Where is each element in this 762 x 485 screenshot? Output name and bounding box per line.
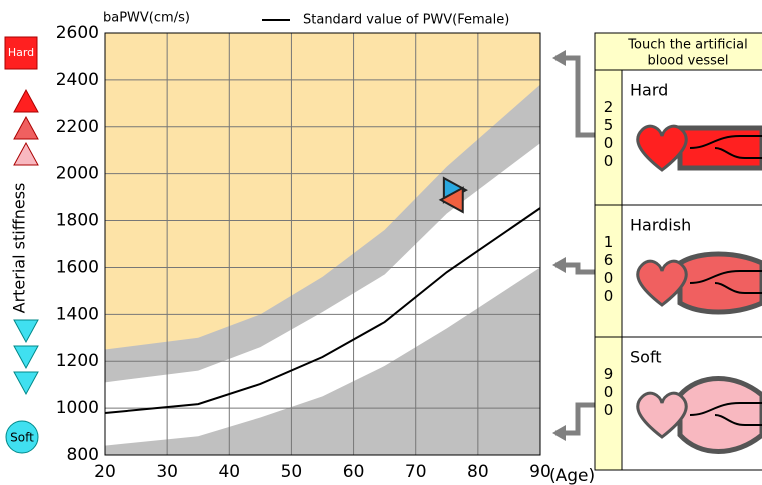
x-tick-label: 60 bbox=[343, 462, 365, 482]
card-label: Soft bbox=[630, 348, 662, 367]
y-tick-label: 800 bbox=[67, 445, 99, 465]
card-value: 1600 bbox=[600, 233, 618, 305]
card-value-column bbox=[594, 204, 623, 338]
line bbox=[104, 207, 541, 415]
vessel bbox=[677, 376, 762, 454]
soft-label: Soft bbox=[10, 431, 34, 445]
arrow-head bbox=[552, 50, 566, 66]
flow bbox=[689, 270, 762, 294]
card-label: Hardish bbox=[630, 216, 691, 235]
card-value-column bbox=[594, 336, 623, 471]
x-tick-label: 30 bbox=[156, 462, 178, 482]
x-tick-label: 90 bbox=[529, 462, 551, 482]
panel-title: blood vessel bbox=[647, 54, 728, 69]
card-label: Hard bbox=[630, 81, 668, 100]
y-tick-label: 1800 bbox=[56, 211, 99, 231]
icon bbox=[13, 371, 39, 396]
hard-badge bbox=[4, 36, 38, 70]
arrow-head bbox=[552, 257, 566, 273]
marker bbox=[438, 186, 464, 214]
card-value: 2500 bbox=[600, 98, 618, 170]
x-unit: (Age) bbox=[549, 466, 595, 485]
x-tick-label: 80 bbox=[467, 462, 489, 482]
plot-frame bbox=[104, 32, 541, 456]
icon bbox=[13, 141, 39, 166]
flow bbox=[689, 402, 762, 426]
card-value-column bbox=[594, 69, 623, 206]
side-label: Arterial stiffness bbox=[10, 183, 29, 314]
icon bbox=[13, 88, 39, 113]
y-tick-label: 2600 bbox=[56, 23, 99, 43]
y-tick-label: 1200 bbox=[56, 351, 99, 371]
y-tick-label: 2000 bbox=[56, 164, 99, 184]
legend: Standard value of PWV(Female) bbox=[262, 13, 509, 28]
y-tick-label: 1600 bbox=[56, 257, 99, 277]
y-tick-label: 1000 bbox=[56, 398, 99, 418]
panel-title: Touch the artificial bbox=[627, 38, 747, 53]
flow bbox=[689, 135, 762, 159]
y-tick-label: 1400 bbox=[56, 304, 99, 324]
y-axis-label: baPWV(cm/s) bbox=[103, 11, 190, 26]
icon bbox=[13, 345, 39, 370]
plot: 20 30 40 50 60 70 80 90 800 1000 1200 1400 1600 1800 2… bbox=[56, 23, 551, 482]
heart bbox=[636, 259, 688, 307]
arrows bbox=[555, 55, 595, 436]
heart bbox=[636, 124, 688, 172]
y-tick-label: 2400 bbox=[56, 70, 99, 90]
x-tick-label: 40 bbox=[218, 462, 240, 482]
cards: 2500 Hard 1600 Hardish 900 Soft bbox=[594, 69, 762, 471]
arrow-head bbox=[552, 425, 566, 441]
icon bbox=[13, 319, 39, 344]
legend-label: Standard value of PWV(Female) bbox=[303, 13, 509, 28]
icon bbox=[13, 115, 39, 140]
card-value: 900 bbox=[600, 365, 618, 419]
soft-badge bbox=[5, 420, 39, 454]
x-tick-label: 50 bbox=[281, 462, 303, 482]
x-tick-label: 20 bbox=[94, 462, 116, 482]
heart bbox=[636, 391, 688, 439]
y-tick-label: 2200 bbox=[56, 117, 99, 137]
vessel bbox=[677, 251, 762, 315]
hard-label: Hard bbox=[8, 46, 34, 59]
x-tick-label: 70 bbox=[405, 462, 427, 482]
